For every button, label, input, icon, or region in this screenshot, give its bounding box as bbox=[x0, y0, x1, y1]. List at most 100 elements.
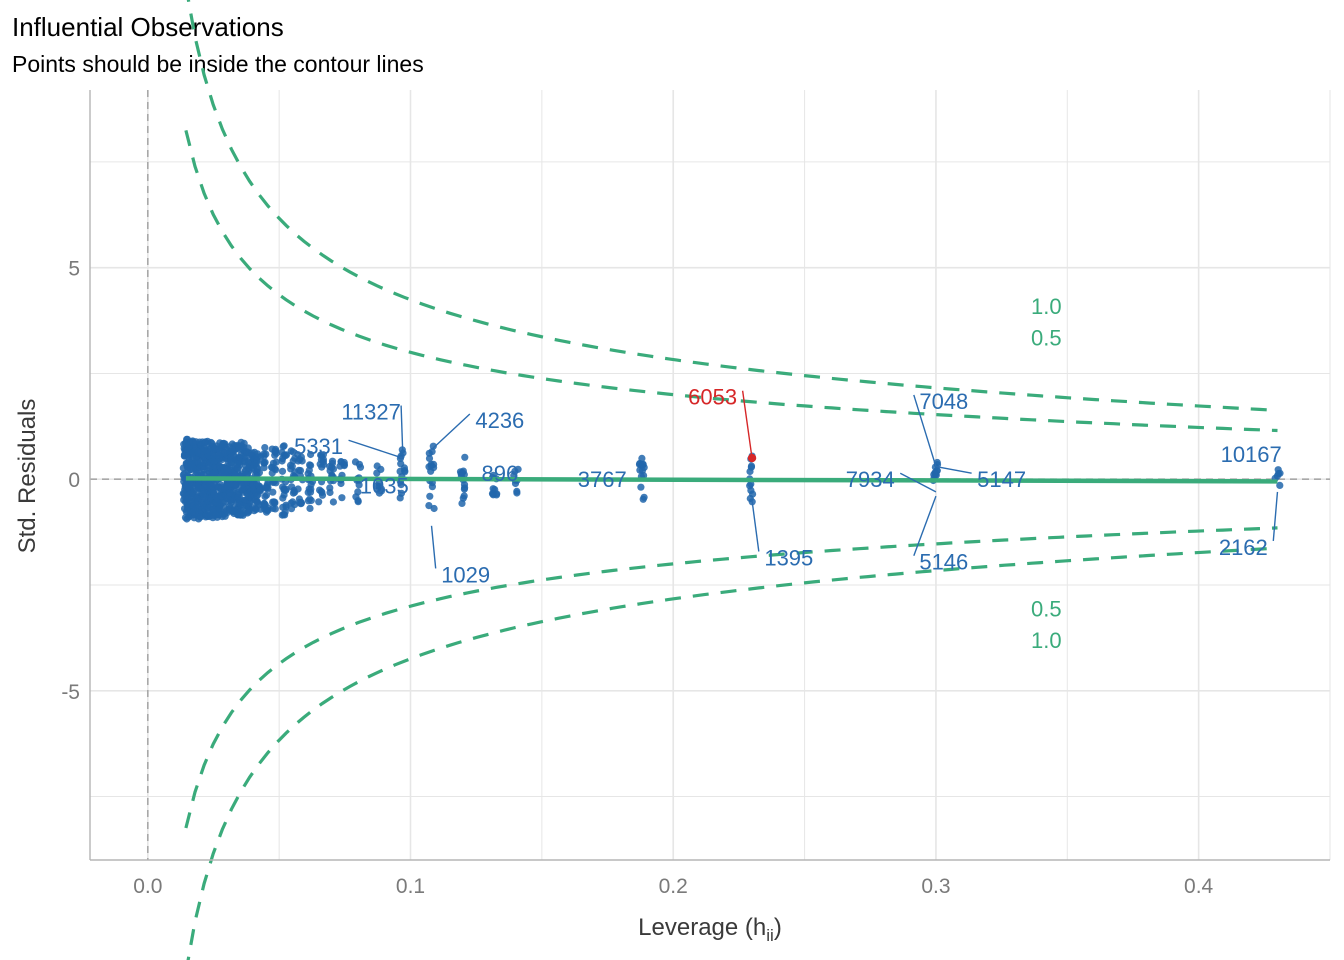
contour-lower-line bbox=[186, 546, 1278, 960]
data-point bbox=[489, 485, 497, 493]
x-tick-label: 0.1 bbox=[396, 875, 425, 898]
data-point bbox=[237, 442, 245, 450]
data-point bbox=[272, 458, 280, 466]
data-point bbox=[513, 487, 521, 495]
data-point bbox=[217, 499, 225, 508]
data-point bbox=[375, 489, 383, 497]
data-point bbox=[338, 494, 346, 502]
data-point bbox=[425, 454, 434, 462]
point-label-2162: 2162 bbox=[1219, 535, 1268, 560]
contour-label-upper: 1.0 bbox=[1031, 294, 1062, 319]
point-label-4236: 4236 bbox=[475, 408, 524, 433]
data-point bbox=[189, 462, 197, 470]
data-point bbox=[638, 466, 647, 475]
data-point bbox=[931, 469, 939, 477]
data-point bbox=[637, 483, 645, 491]
point-label-6053: 6053 bbox=[688, 385, 737, 410]
y-tick-label: 0 bbox=[68, 469, 80, 492]
data-point bbox=[304, 470, 312, 478]
data-point bbox=[306, 495, 314, 503]
x-tick-label: 0.2 bbox=[659, 875, 688, 898]
data-point bbox=[279, 443, 287, 451]
data-point bbox=[1276, 481, 1284, 489]
point-labels: 11327 5331 4236 1035 896 1029 3767 6053 1395 7048… bbox=[294, 385, 1282, 588]
data-point bbox=[747, 463, 756, 471]
data-point bbox=[287, 505, 296, 513]
data-point bbox=[373, 462, 381, 470]
label-leader-line bbox=[935, 465, 972, 474]
data-point bbox=[279, 503, 287, 511]
data-point bbox=[306, 504, 314, 512]
data-point bbox=[268, 463, 276, 471]
data-point bbox=[429, 442, 437, 450]
data-point bbox=[263, 506, 271, 514]
data-point bbox=[256, 487, 264, 495]
point-label-7048: 7048 bbox=[919, 389, 968, 414]
data-point bbox=[511, 479, 520, 488]
label-leader-line bbox=[431, 413, 471, 451]
point-label-1029: 1029 bbox=[441, 562, 490, 587]
data-point bbox=[272, 449, 280, 457]
data-point bbox=[294, 485, 302, 493]
cooks-distance-contours bbox=[184, 0, 1278, 960]
data-point bbox=[294, 451, 302, 459]
data-point bbox=[226, 489, 234, 497]
data-point bbox=[260, 464, 268, 472]
data-point bbox=[180, 440, 188, 448]
data-point bbox=[460, 485, 468, 493]
data-point bbox=[248, 449, 256, 457]
data-point bbox=[289, 489, 297, 497]
data-point bbox=[638, 454, 646, 462]
data-point bbox=[261, 444, 269, 452]
data-point bbox=[639, 460, 647, 468]
contour-labels: 0.5 0.5 1.0 1.0 bbox=[1031, 294, 1062, 653]
data-point bbox=[317, 451, 326, 459]
data-point bbox=[252, 505, 260, 514]
data-point bbox=[211, 469, 219, 477]
label-leader-line bbox=[913, 394, 937, 467]
label-leader-line bbox=[751, 500, 760, 552]
data-point bbox=[749, 490, 757, 498]
data-point bbox=[260, 500, 268, 508]
data-point bbox=[262, 450, 270, 458]
chart-title: Influential Observations bbox=[12, 12, 284, 42]
data-point bbox=[373, 469, 381, 477]
data-point bbox=[260, 458, 268, 466]
data-point bbox=[287, 447, 295, 455]
data-point bbox=[639, 495, 647, 503]
data-point bbox=[329, 498, 337, 506]
label-leader-line bbox=[913, 495, 937, 556]
y-tick-label: -5 bbox=[61, 681, 80, 704]
contour-label-lower: 1.0 bbox=[1031, 628, 1062, 653]
data-point bbox=[297, 499, 305, 507]
point-label-1395: 1395 bbox=[764, 546, 813, 571]
data-point bbox=[396, 494, 404, 502]
label-leader-line bbox=[1272, 491, 1279, 541]
contour-upper-line bbox=[186, 0, 1278, 412]
data-point bbox=[336, 462, 344, 470]
y-axis-title: Std. Residuals bbox=[14, 399, 41, 554]
data-point bbox=[253, 457, 261, 465]
data-point bbox=[199, 490, 207, 498]
data-point bbox=[262, 491, 271, 499]
data-point bbox=[492, 491, 501, 499]
label-leader-line bbox=[899, 472, 937, 493]
data-point bbox=[461, 453, 469, 461]
point-label-5146: 5146 bbox=[919, 550, 968, 575]
data-point bbox=[281, 511, 289, 519]
contour-lower-line bbox=[184, 526, 1278, 829]
data-point bbox=[298, 457, 306, 465]
data-point bbox=[307, 450, 315, 459]
data-point bbox=[270, 498, 278, 506]
data-point bbox=[746, 482, 754, 490]
data-point bbox=[289, 498, 297, 506]
point-label-7934: 7934 bbox=[846, 467, 895, 492]
data-point bbox=[307, 480, 315, 489]
contour-label-upper: 0.5 bbox=[1031, 326, 1062, 351]
data-point bbox=[196, 513, 204, 521]
point-label-5147: 5147 bbox=[977, 467, 1026, 492]
data-point bbox=[426, 492, 434, 500]
data-point bbox=[456, 468, 465, 476]
data-point bbox=[269, 504, 277, 512]
reference-lines bbox=[90, 90, 1330, 860]
